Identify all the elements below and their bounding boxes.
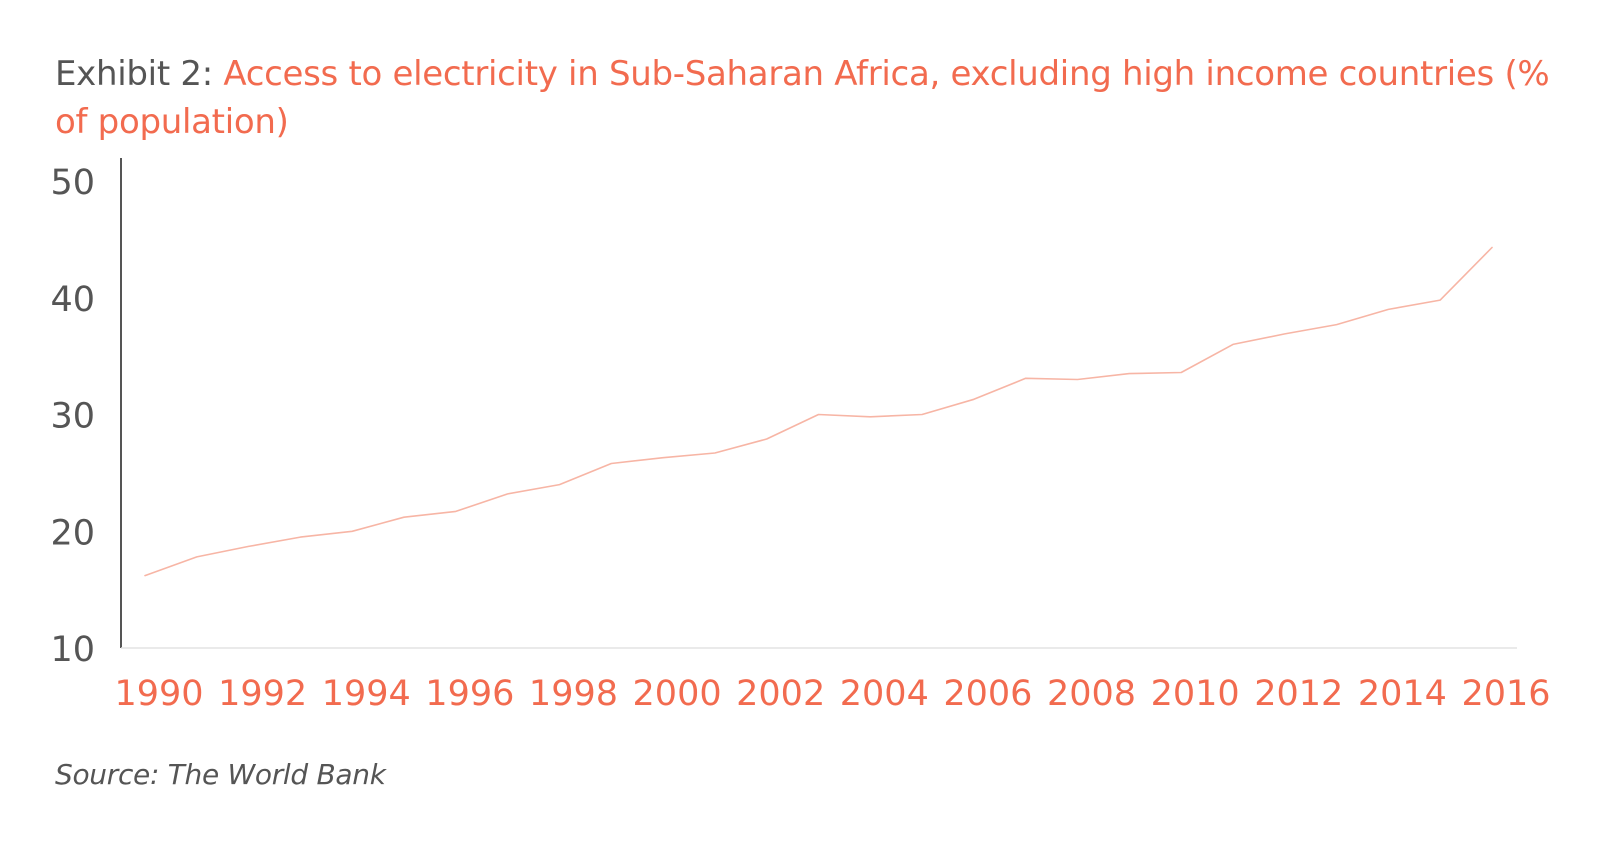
x-tick-label: 2012 bbox=[1254, 674, 1343, 714]
chart-title-text: Access to electricity in Sub-Saharan Afr… bbox=[55, 54, 1550, 142]
x-tick-label: 2006 bbox=[943, 674, 1032, 714]
source-note: Source: The World Bank bbox=[55, 758, 386, 791]
y-tick-label: 30 bbox=[50, 397, 95, 437]
y-tick-label: 40 bbox=[50, 280, 95, 320]
y-tick-label: 20 bbox=[50, 513, 95, 553]
x-tick-label: 1996 bbox=[425, 674, 514, 714]
y-tick-label: 50 bbox=[50, 163, 95, 203]
x-tick-label: 1990 bbox=[114, 674, 203, 714]
x-tick-label: 2000 bbox=[633, 674, 722, 714]
x-tick-label: 2008 bbox=[1047, 674, 1136, 714]
x-tick-label: 2002 bbox=[736, 674, 825, 714]
x-tick-label: 2004 bbox=[840, 674, 929, 714]
y-tick-label: 10 bbox=[50, 630, 95, 670]
y-axis: 10 20 30 40 50 bbox=[50, 158, 122, 670]
exhibit-label: Exhibit 2: bbox=[55, 54, 213, 94]
x-tick-label: 2014 bbox=[1358, 674, 1447, 714]
chart-title: Exhibit 2: Access to electricity in Sub-… bbox=[55, 50, 1555, 146]
series-line bbox=[144, 246, 1493, 577]
x-tick-label: 1998 bbox=[529, 674, 618, 714]
x-tick-label: 1992 bbox=[218, 674, 307, 714]
series-lines bbox=[144, 246, 1493, 577]
x-tick-label: 1994 bbox=[322, 674, 411, 714]
x-tick-label: 2016 bbox=[1461, 674, 1550, 714]
x-axis: 1990 1992 1994 1996 1998 2000 2002 2004 2006 2008… bbox=[114, 647, 1551, 714]
x-tick-label: 2010 bbox=[1151, 674, 1240, 714]
